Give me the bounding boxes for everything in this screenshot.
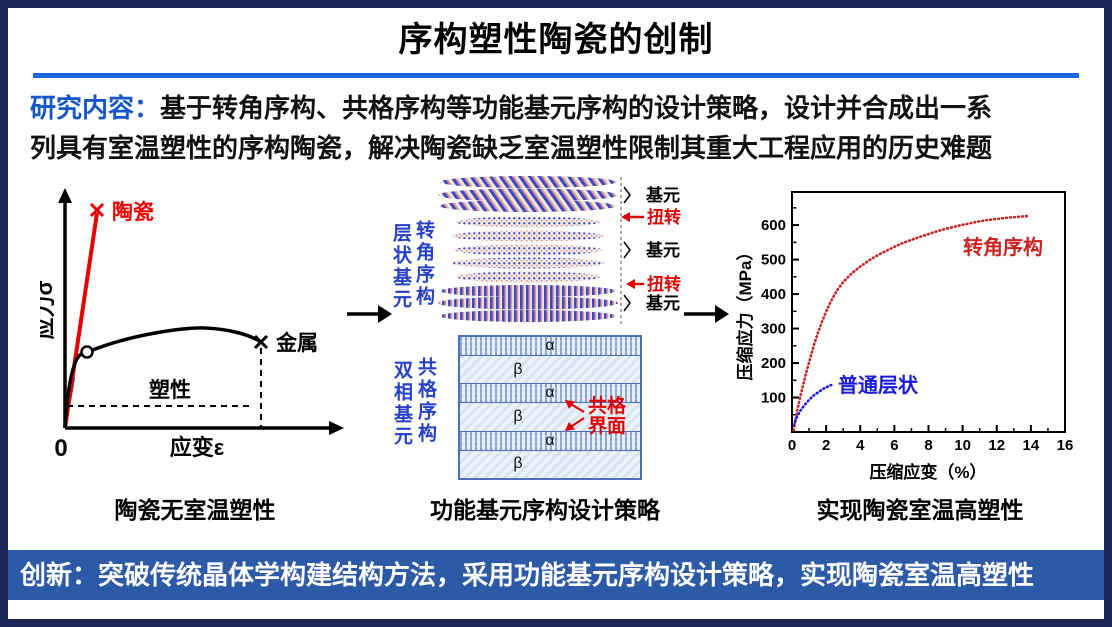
blue-series-label: 普通层状 [838, 373, 919, 397]
arrow-right-icon [684, 305, 729, 323]
y-axis-label: 应力σ [40, 280, 57, 339]
coherent-order-label: 共格序构 [415, 357, 436, 445]
brace-icon [623, 241, 631, 259]
layered-unit-label: 层状基元 [390, 223, 411, 311]
y-tick-label: 300 [761, 321, 786, 338]
arrow-right-icon [347, 305, 392, 323]
beta-label: β [513, 407, 523, 425]
x-tick-label: 10 [954, 437, 971, 454]
ceramic-x-marker [89, 202, 105, 218]
alpha-layer: α [460, 384, 640, 404]
chart-x-axis-label: 压缩应变（%） [869, 462, 986, 482]
atom-layer-group-c [438, 285, 618, 322]
metal-x-marker [253, 334, 269, 350]
plasticity-label: 塑性 [149, 378, 191, 402]
twist-structure-diagram: 基元 基元 基元 扭转 扭转 [438, 176, 681, 324]
x-tick-label: 16 [1057, 437, 1074, 454]
unit-label: 基元 [645, 293, 680, 313]
page-title: 序构塑性陶瓷的创制 [398, 21, 714, 59]
alpha-label: α [545, 337, 555, 354]
x-axis-label: 应变ε [170, 435, 225, 460]
innovation-text: 突破传统晶体学构建结构方法，采用功能基元序构设计策略，实现陶瓷室温高塑性 [98, 560, 1035, 590]
stress-strain-sketch: 陶瓷 金属 塑性 0 应变ε 应力σ [40, 188, 344, 462]
x-tick-label: 8 [924, 437, 932, 454]
research-text-1: 基于转角序构、共格序构等功能基元序构的设计策略，设计并合成出一系 [160, 93, 993, 123]
coherent-interface-label: 共格 界面 [588, 397, 626, 437]
research-content: 研究内容：基于转角序构、共格序构等功能基元序构的设计策略，设计并合成出一系 列具… [30, 88, 1090, 168]
research-line-1: 研究内容：基于转角序构、共格序构等功能基元序构的设计策略，设计并合成出一系 [30, 88, 1090, 128]
series-转角序构 [792, 214, 1029, 432]
coherent-structure-diagram: α β α β α β [458, 335, 642, 480]
alpha-layer: α [460, 431, 640, 451]
beta-label: β [513, 360, 523, 378]
title-divider [33, 73, 1079, 78]
innovation-label: 创新： [20, 560, 99, 590]
twist-label: 扭转 [647, 207, 681, 227]
ceramic-line [63, 212, 99, 429]
brace-icon [623, 186, 631, 204]
chart-y-axis-label: 压缩应力（MPa） [735, 244, 755, 381]
innovation-bar: 创新：突破传统晶体学构建结构方法，采用功能基元序构设计策略，实现陶瓷室温高塑性 [8, 550, 1104, 600]
chart-plot-area: 0 2 4 6 8 10 12 14 16 100 200 300 400 500 600 [761, 207, 1074, 454]
plot-frame [791, 191, 1066, 433]
interface-label-line2: 界面 [588, 415, 627, 437]
unit-label: 基元 [645, 240, 680, 260]
research-label: 研究内容： [30, 93, 161, 123]
x-tick-label: 14 [1023, 437, 1040, 454]
ceramic-label: 陶瓷 [112, 200, 154, 224]
x-tick-label: 12 [988, 437, 1005, 454]
compression-chart: 压缩应变（%） 压缩应力（MPa） 转角序构 普通层状 0 2 4 6 8 10 12 14 1… [735, 191, 1074, 482]
beta-layer: β [460, 403, 640, 432]
y-tick-label: 100 [761, 390, 786, 407]
twist-label: 扭转 [647, 274, 681, 294]
interface-arrows-icon [565, 400, 585, 431]
research-line-2: 列具有室温塑性的序构陶瓷，解决陶瓷缺乏室温塑性限制其重大工程应用的历史难题 [30, 133, 993, 163]
caption-right: 实现陶瓷室温高塑性 [816, 497, 1024, 523]
metal-label: 金属 [275, 331, 318, 355]
atom-layer-group-b [452, 216, 604, 283]
atom-layer-group-a [438, 176, 618, 212]
y-tick-label: 500 [761, 252, 786, 269]
beta-label: β [513, 455, 523, 473]
beta-layer: β [460, 450, 640, 478]
x-tick-label: 2 [822, 437, 830, 454]
x-tick-label: 0 [788, 437, 796, 454]
twist-order-label: 转角序构 [413, 220, 434, 308]
origin-label: 0 [54, 435, 67, 462]
y-axis-arrow-icon [58, 188, 72, 203]
caption-middle: 功能基元序构设计策略 [430, 497, 660, 523]
metal-curve [63, 326, 262, 429]
beta-layer: β [460, 356, 640, 385]
alpha-label: α [545, 384, 555, 402]
alpha-layer: α [460, 337, 640, 356]
twist-arrow-icon [621, 212, 644, 222]
x-axis-arrow-icon [329, 421, 344, 435]
dual-phase-unit-label: 双相基元 [391, 360, 412, 448]
interface-label-line1: 共格 [588, 396, 627, 417]
alpha-label: α [545, 431, 555, 449]
y-tick-label: 400 [761, 286, 786, 303]
series-普通层状 [792, 383, 833, 427]
red-series-label: 转角序构 [963, 235, 1043, 259]
caption-left: 陶瓷无室温塑性 [114, 497, 276, 523]
twist-arrow-icon [626, 279, 644, 289]
x-tick-label: 6 [890, 437, 898, 454]
yield-point-marker [80, 345, 94, 359]
brace-icon [623, 294, 631, 312]
y-tick-label: 200 [761, 355, 786, 372]
unit-label: 基元 [645, 185, 680, 205]
y-tick-label: 600 [761, 217, 786, 234]
x-tick-label: 4 [856, 437, 865, 454]
